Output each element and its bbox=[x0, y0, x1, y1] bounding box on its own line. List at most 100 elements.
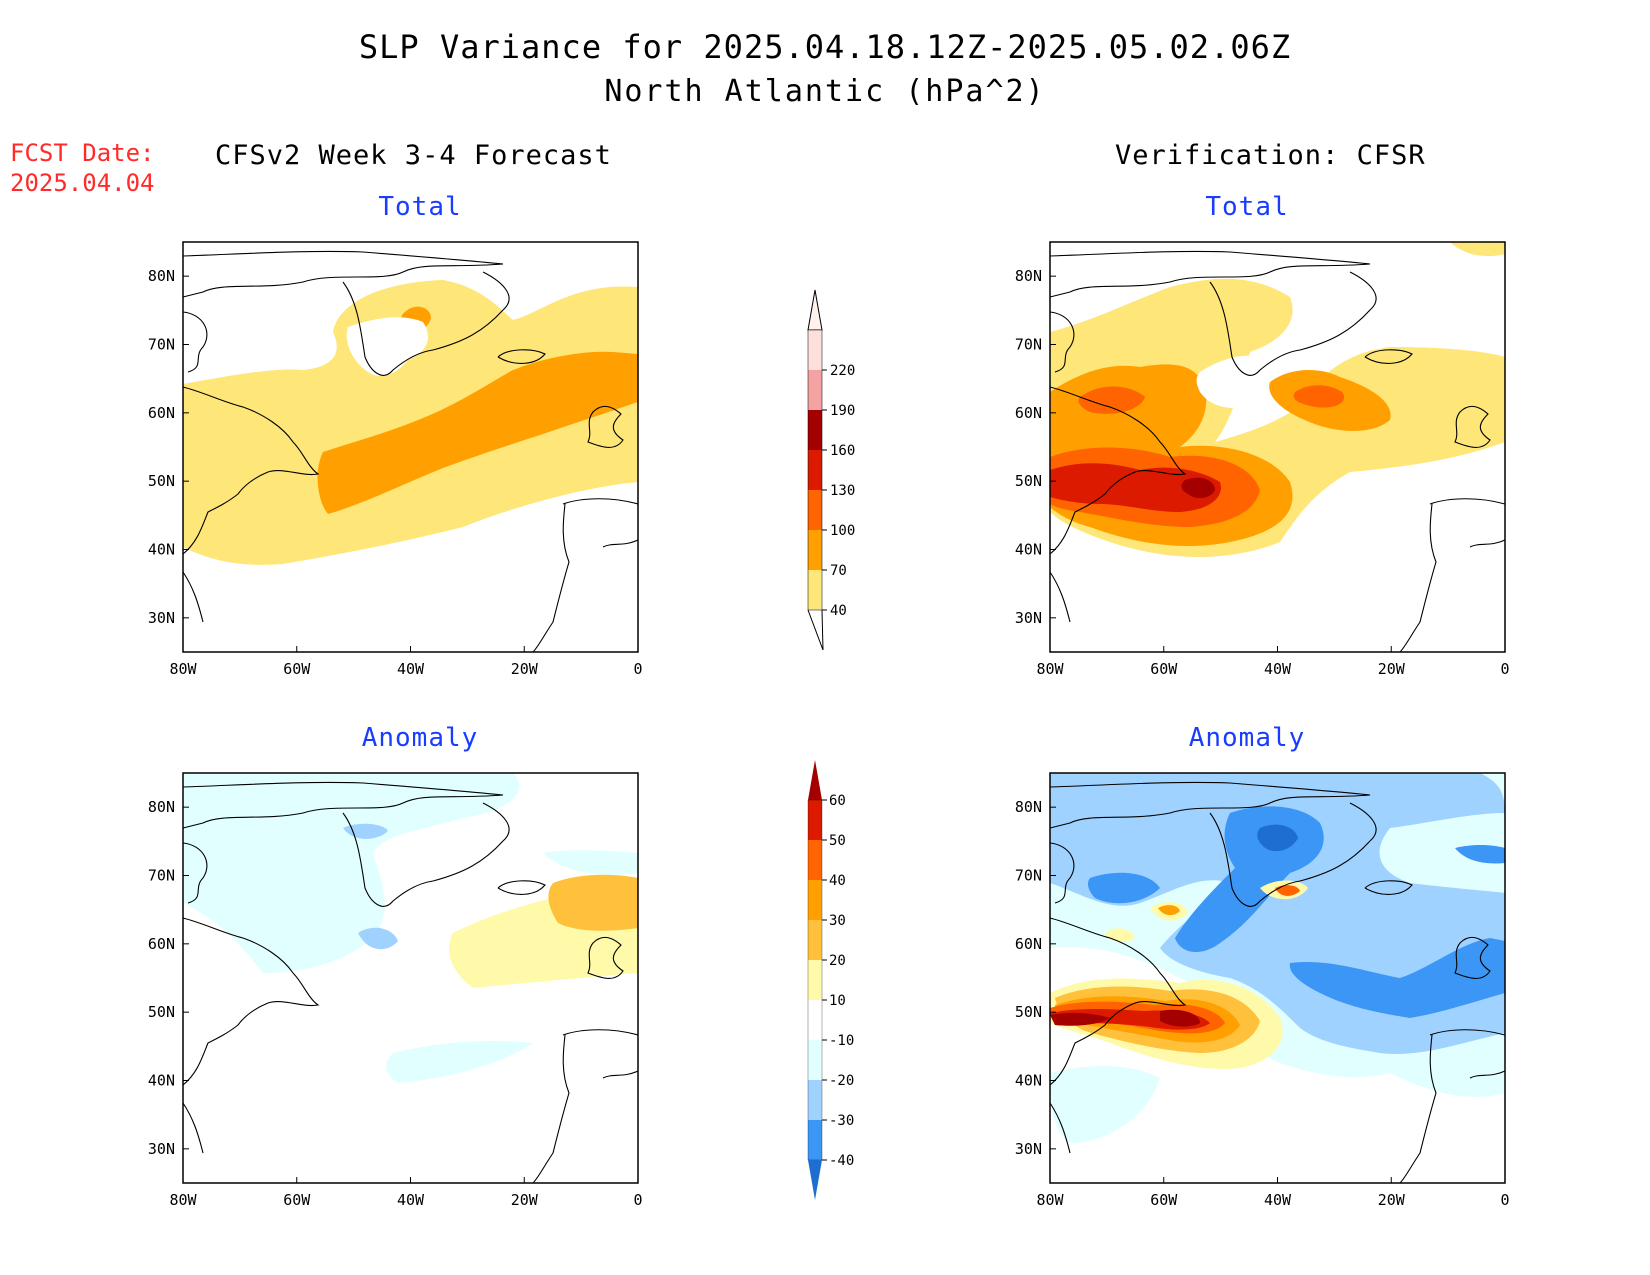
colorbar-label: 20 bbox=[829, 953, 846, 969]
chart-title: SLP Variance for 2025.04.18.12Z-2025.05.… bbox=[358, 28, 1292, 66]
lat-tick-label: 30N bbox=[148, 609, 175, 627]
colorbar-bottom-wedge bbox=[807, 609, 824, 651]
colorbar-outline bbox=[807, 329, 823, 611]
colorbar-label: 40 bbox=[830, 603, 847, 619]
colorbar-top-wedge bbox=[808, 760, 822, 800]
shade-neg30-neg40-b bbox=[1289, 938, 1505, 1018]
shade-20-30 bbox=[548, 874, 638, 931]
lat-tick-label: 80N bbox=[1015, 267, 1042, 285]
colorbar-box bbox=[808, 450, 822, 490]
shade-70-100 bbox=[317, 351, 638, 514]
lon-tick-label: 60W bbox=[283, 1191, 311, 1209]
colorbar-box bbox=[808, 410, 822, 450]
colorbar-bottom-wedge bbox=[808, 1160, 822, 1200]
colorbar-box bbox=[808, 570, 822, 610]
lon-tick-label: 0 bbox=[1500, 1191, 1509, 1209]
colorbar-label: -20 bbox=[829, 1073, 854, 1089]
lat-tick-label: 80N bbox=[1015, 798, 1042, 816]
colorbar-label: 50 bbox=[829, 833, 846, 849]
shade-60plus-b bbox=[1160, 1009, 1200, 1027]
colorbar-box bbox=[808, 920, 822, 960]
shade-neg10-neg20 bbox=[183, 773, 520, 973]
colorbar-box bbox=[808, 330, 822, 370]
map-verification-total bbox=[1049, 241, 1506, 653]
colorbar-box bbox=[808, 1040, 822, 1080]
lat-tick-label: 60N bbox=[1015, 935, 1042, 953]
colorbar-label: 190 bbox=[830, 403, 855, 419]
lon-tick-label: 0 bbox=[633, 660, 642, 678]
colorbar-label: 10 bbox=[829, 993, 846, 1009]
colorbar-anomaly: 60 50 40 30 20 10 -10 -20 -30 -40 bbox=[807, 760, 854, 1200]
colorbar-box bbox=[808, 1080, 822, 1120]
shade-100-130-b bbox=[1293, 385, 1345, 408]
lat-tick-label: 40N bbox=[148, 541, 175, 559]
shade-neg30-neg40-c bbox=[1087, 872, 1160, 904]
colorbar-box bbox=[808, 880, 822, 920]
lat-tick-label: 70N bbox=[148, 336, 175, 354]
shade-neg10-neg20-c bbox=[386, 1041, 533, 1083]
colorbar-label: 220 bbox=[830, 363, 855, 379]
lon-tick-label: 40W bbox=[397, 1191, 425, 1209]
panel-title-verification-total: Total bbox=[1205, 192, 1289, 222]
colorbar-box bbox=[808, 960, 822, 1000]
colorbar-label: -30 bbox=[829, 1113, 854, 1129]
coastlines bbox=[1049, 250, 1506, 653]
colorbar-total: 220 190 160 130 100 70 40 bbox=[807, 289, 855, 651]
lat-tick-label: 40N bbox=[1015, 541, 1042, 559]
shade-40-70 bbox=[183, 280, 638, 565]
map-forecast-total bbox=[182, 241, 639, 653]
lon-tick-label: 40W bbox=[1264, 660, 1292, 678]
colorbar-box bbox=[808, 840, 822, 880]
lon-tick-label: 40W bbox=[397, 660, 425, 678]
lat-tick-label: 60N bbox=[148, 935, 175, 953]
shade-100-130-c bbox=[1078, 386, 1145, 414]
panel-title-forecast-total: Total bbox=[378, 192, 462, 222]
colorbar-label: 160 bbox=[830, 443, 855, 459]
shade-neg30-neg40-d bbox=[1455, 844, 1505, 864]
lat-tick-label: 80N bbox=[148, 267, 175, 285]
shade-neg10-neg20-b bbox=[1050, 1066, 1160, 1143]
colorbar-label: 100 bbox=[830, 523, 855, 539]
lat-tick-label: 50N bbox=[148, 1003, 175, 1021]
lon-tick-label: 80W bbox=[169, 1191, 197, 1209]
lat-tick-label: 50N bbox=[1015, 472, 1042, 490]
forecast-date-label: FCST Date: bbox=[10, 139, 155, 167]
shade-neg10-neg20-b bbox=[543, 850, 638, 875]
left-column-title: CFSv2 Week 3-4 Forecast bbox=[215, 140, 612, 171]
lon-tick-label: 20W bbox=[511, 1191, 539, 1209]
lat-tick-label: 50N bbox=[148, 472, 175, 490]
colorbar-label: -40 bbox=[829, 1153, 854, 1169]
colorbar-box bbox=[808, 490, 822, 530]
panel-title-forecast-anomaly: Anomaly bbox=[361, 723, 479, 753]
chart-subtitle: North Atlantic (hPa^2) bbox=[604, 74, 1046, 109]
lon-tick-label: 0 bbox=[1500, 660, 1509, 678]
lat-tick-label: 40N bbox=[148, 1072, 175, 1090]
lon-tick-label: 80W bbox=[169, 660, 197, 678]
colorbar-top-wedge bbox=[807, 289, 823, 331]
lon-tick-label: 20W bbox=[511, 660, 539, 678]
right-column-title: Verification: CFSR bbox=[1115, 140, 1426, 171]
colorbar-label: 130 bbox=[830, 483, 855, 499]
colorbar-label: 40 bbox=[829, 873, 846, 889]
lat-tick-label: 60N bbox=[148, 404, 175, 422]
lat-tick-label: 80N bbox=[148, 798, 175, 816]
lon-tick-label: 20W bbox=[1378, 660, 1406, 678]
colorbar-box bbox=[808, 530, 822, 570]
shade-160-190 bbox=[1181, 477, 1215, 499]
lat-tick-label: 50N bbox=[1015, 1003, 1042, 1021]
shade-130-160 bbox=[1050, 463, 1221, 512]
lat-tick-label: 60N bbox=[1015, 404, 1042, 422]
greenland-white bbox=[1196, 355, 1265, 409]
lat-tick-label: 30N bbox=[1015, 609, 1042, 627]
colorbar-box bbox=[808, 800, 822, 840]
lon-tick-label: 60W bbox=[283, 660, 311, 678]
colorbar-label: -10 bbox=[829, 1033, 854, 1049]
lon-tick-label: 80W bbox=[1036, 660, 1064, 678]
lon-tick-label: 80W bbox=[1036, 1191, 1064, 1209]
coastlines bbox=[182, 781, 639, 1184]
lon-tick-label: 20W bbox=[1378, 1191, 1406, 1209]
colorbar-label: 30 bbox=[829, 913, 846, 929]
colorbar-box bbox=[808, 1000, 822, 1040]
lat-tick-label: 30N bbox=[148, 1140, 175, 1158]
